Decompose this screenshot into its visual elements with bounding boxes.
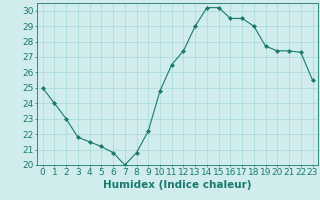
X-axis label: Humidex (Indice chaleur): Humidex (Indice chaleur) [103, 180, 252, 190]
